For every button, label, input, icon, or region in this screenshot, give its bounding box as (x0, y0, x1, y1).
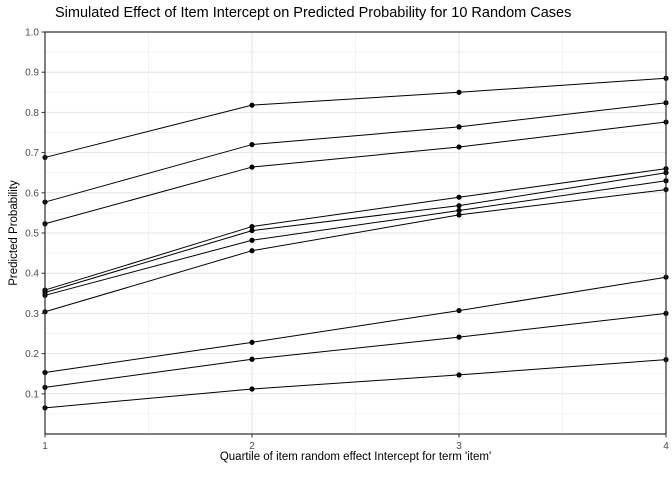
data-point (456, 334, 462, 340)
series-line (44, 312, 667, 388)
data-point (249, 164, 255, 170)
data-point (456, 89, 462, 95)
y-tick-label: 0.4 (25, 269, 39, 280)
series-line (44, 189, 667, 313)
series-line (44, 172, 667, 293)
data-point (249, 237, 255, 243)
y-tick-label: 1.0 (25, 28, 39, 39)
data-point (456, 207, 462, 214)
y-tick-label: 0.9 (25, 68, 39, 79)
series-line (44, 276, 667, 373)
x-axis-title: Quartile of item random effect Intercept… (219, 451, 492, 463)
data-point (249, 227, 255, 234)
data-point (249, 339, 255, 345)
data-point (249, 102, 255, 108)
data-point (249, 141, 255, 148)
y-tick-label: 0.1 (25, 389, 39, 400)
y-tick-label: 0.5 (25, 229, 39, 240)
data-point (456, 124, 462, 130)
data-point (456, 194, 462, 200)
data-point (456, 212, 462, 218)
y-tick-label: 0.8 (25, 108, 39, 119)
data-point (456, 307, 462, 314)
data-point (456, 203, 462, 209)
data-point (249, 356, 255, 362)
series-line (44, 77, 667, 158)
x-tick-label: 4 (663, 441, 669, 452)
y-tick-label: 0.7 (25, 148, 39, 159)
series-line (44, 168, 667, 291)
y-tick-label: 0.6 (25, 188, 39, 199)
series-line (44, 121, 667, 225)
data-point (249, 223, 255, 230)
chart-title: Simulated Effect of Item Intercept on Pr… (55, 5, 572, 21)
y-tick-label: 0.2 (25, 349, 39, 360)
x-tick-label: 3 (456, 441, 462, 452)
series-line (44, 359, 667, 409)
series-line (44, 102, 667, 203)
data-point (249, 248, 255, 254)
series-line (44, 180, 667, 296)
x-tick-label: 1 (42, 441, 48, 452)
data-point (456, 372, 462, 378)
data-point (249, 386, 255, 392)
x-tick-label: 2 (249, 441, 255, 452)
y-tick-label: 0.3 (25, 309, 39, 320)
data-point (456, 144, 462, 150)
